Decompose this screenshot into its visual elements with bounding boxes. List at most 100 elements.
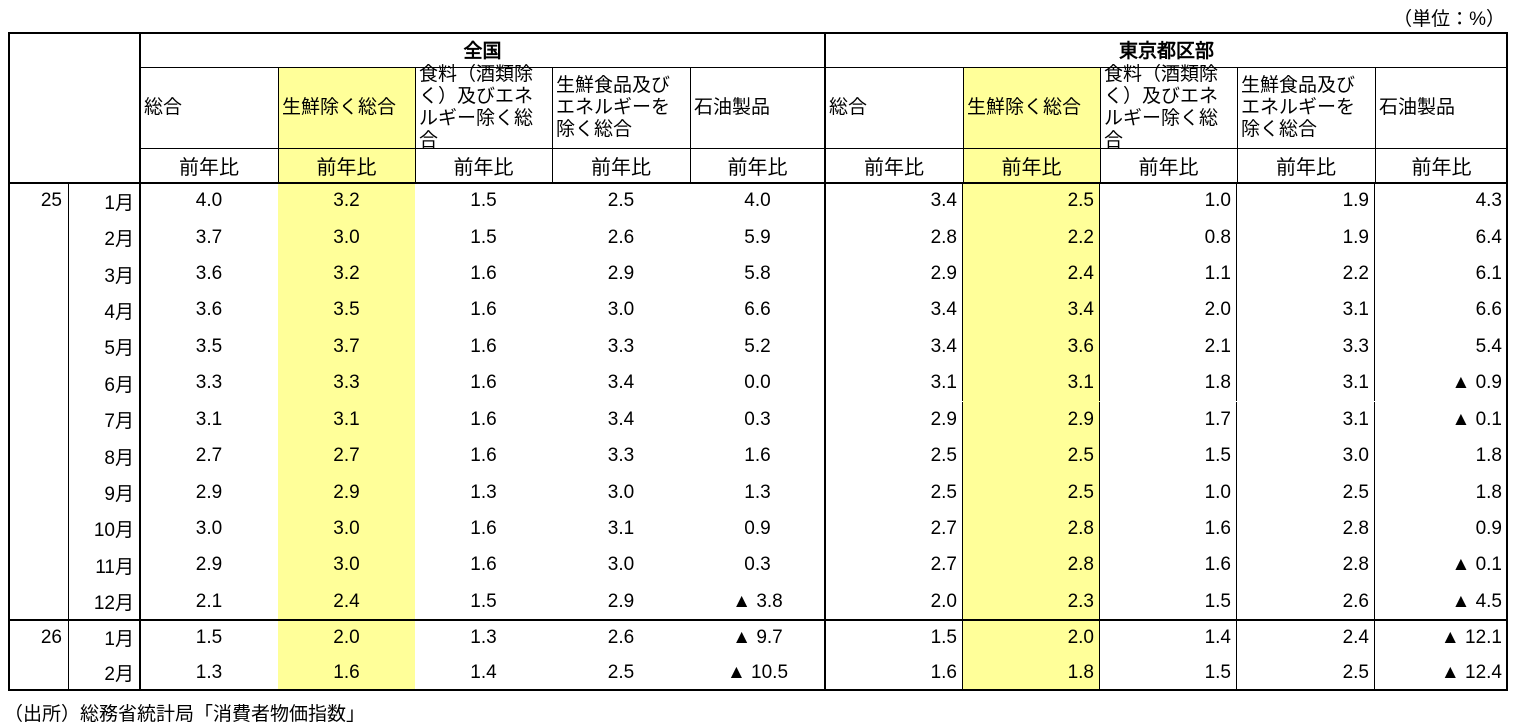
- month-label: 3月: [104, 265, 134, 287]
- year-label: 25: [40, 190, 62, 212]
- month-label: 11月: [95, 556, 134, 578]
- value-cell: 2.8: [963, 510, 1100, 548]
- year-divider: [68, 183, 69, 690]
- value-cell: 3.3: [1237, 328, 1375, 366]
- month-label: 8月: [104, 447, 134, 469]
- value-cell: 1.5: [825, 620, 963, 655]
- value-cell: 1.6: [470, 517, 497, 539]
- value-cell: 3.1: [1237, 401, 1375, 438]
- column-header: 食料（酒類除く）及びエネルギー除く総合: [1104, 63, 1219, 151]
- value-cell: 1.8: [1100, 365, 1237, 402]
- value-cell: ▲ 12.4: [1375, 655, 1508, 690]
- value-cell: 6.1: [1375, 255, 1508, 293]
- value-cell: 5.4: [1375, 328, 1508, 366]
- value-cell: 2.8: [825, 219, 963, 256]
- measure-header: 前年比: [316, 157, 377, 179]
- value-cell: 0.8: [1100, 219, 1237, 256]
- region-header: 東京都区部: [1118, 41, 1214, 62]
- value-cell: 2.7: [195, 445, 223, 467]
- value-cell: 3.1: [195, 408, 223, 430]
- value-cell: 2.6: [607, 226, 635, 248]
- value-cell: 1.5: [470, 190, 497, 212]
- value-cell: 1.8: [963, 655, 1100, 690]
- value-cell: 1.6: [470, 335, 497, 357]
- measure-header: 前年比: [179, 157, 239, 179]
- value-cell: 1.6: [744, 445, 771, 467]
- unit-note: （単位：%）: [1393, 8, 1505, 30]
- highlight-column: [278, 67, 415, 690]
- month-label: 2月: [104, 664, 134, 685]
- value-cell: 2.5: [825, 474, 963, 511]
- region-header: 全国: [463, 41, 502, 62]
- value-cell: 3.4: [607, 372, 635, 394]
- value-cell: 2.5: [963, 183, 1100, 220]
- value-cell: 1.3: [195, 661, 223, 683]
- stub-divider: [139, 32, 141, 690]
- value-cell: 3.0: [1237, 437, 1375, 475]
- header-bottom: [8, 182, 1508, 184]
- value-cell: 2.0: [1100, 292, 1237, 329]
- column-header: 食料（酒類除く）及びエネルギー除く総合: [419, 63, 534, 151]
- value-cell: 2.0: [333, 626, 360, 648]
- value-cell: 3.3: [195, 372, 223, 394]
- value-cell: 1.6: [333, 661, 360, 683]
- value-cell: 0.9: [744, 517, 771, 539]
- value-cell: 1.4: [470, 661, 497, 683]
- header-divider: [963, 67, 964, 183]
- value-cell: 1.5: [1100, 583, 1237, 620]
- month-label: 9月: [104, 484, 134, 506]
- value-cell: ▲ 4.5: [1375, 583, 1508, 620]
- value-cell: 2.8: [1237, 547, 1375, 584]
- value-cell: 6.4: [1375, 219, 1508, 256]
- value-cell: 0.0: [744, 372, 771, 394]
- header-divider: [1100, 67, 1101, 183]
- value-cell: 1.6: [1100, 547, 1237, 584]
- value-cell: 2.7: [825, 547, 963, 584]
- value-cell: 1.6: [470, 554, 497, 576]
- value-cell: 3.5: [333, 299, 360, 321]
- value-cell: ▲ 3.8: [732, 590, 783, 612]
- value-cell: 0.9: [1375, 510, 1508, 548]
- header-divider: [1375, 67, 1376, 183]
- value-cell: 2.0: [963, 620, 1100, 655]
- value-cell: 2.6: [607, 626, 635, 648]
- value-cell: ▲ 9.7: [732, 626, 783, 648]
- value-cell: 1.5: [470, 590, 497, 612]
- value-cell: 2.5: [607, 190, 635, 212]
- value-cell: 1.5: [195, 626, 223, 648]
- value-cell: 3.3: [607, 445, 635, 467]
- value-cell: 2.0: [825, 583, 963, 620]
- value-cell: 1.3: [744, 481, 771, 503]
- value-cell: 3.1: [333, 408, 360, 430]
- value-cell: 2.5: [1237, 474, 1375, 511]
- outer-right: [1506, 32, 1508, 691]
- value-cell: 3.6: [195, 299, 223, 321]
- measure-header: 前年比: [1001, 157, 1062, 179]
- value-cell: ▲ 0.1: [1375, 401, 1508, 438]
- value-cell: 2.5: [1237, 655, 1375, 690]
- month-label: 1月: [104, 192, 134, 214]
- month-label: 2月: [104, 229, 134, 251]
- value-cell: 2.9: [195, 481, 223, 503]
- value-cell: 1.6: [470, 408, 497, 430]
- value-cell: 3.0: [333, 226, 360, 248]
- value-cell: 0.3: [744, 408, 771, 430]
- highlight-column: [963, 67, 1100, 690]
- column-header: 生鮮除く総合: [967, 96, 1082, 118]
- value-cell: 3.1: [825, 365, 963, 402]
- value-cell: 3.3: [607, 335, 635, 357]
- column-header: 総合: [144, 96, 183, 118]
- measure-header: 前年比: [1411, 157, 1472, 179]
- value-cell: 2.1: [195, 590, 223, 612]
- value-cell: 3.0: [607, 481, 635, 503]
- value-cell: 3.0: [607, 554, 635, 576]
- value-cell: 3.3: [333, 372, 360, 394]
- value-cell: 3.2: [333, 263, 360, 285]
- outer-left: [8, 32, 10, 691]
- value-cell: 6.6: [744, 299, 771, 321]
- value-cell: 6.6: [1375, 292, 1508, 329]
- value-cell: 2.4: [333, 590, 360, 612]
- value-cell: 2.9: [195, 554, 223, 576]
- column-header: 石油製品: [1379, 96, 1456, 118]
- value-cell: 2.9: [607, 263, 635, 285]
